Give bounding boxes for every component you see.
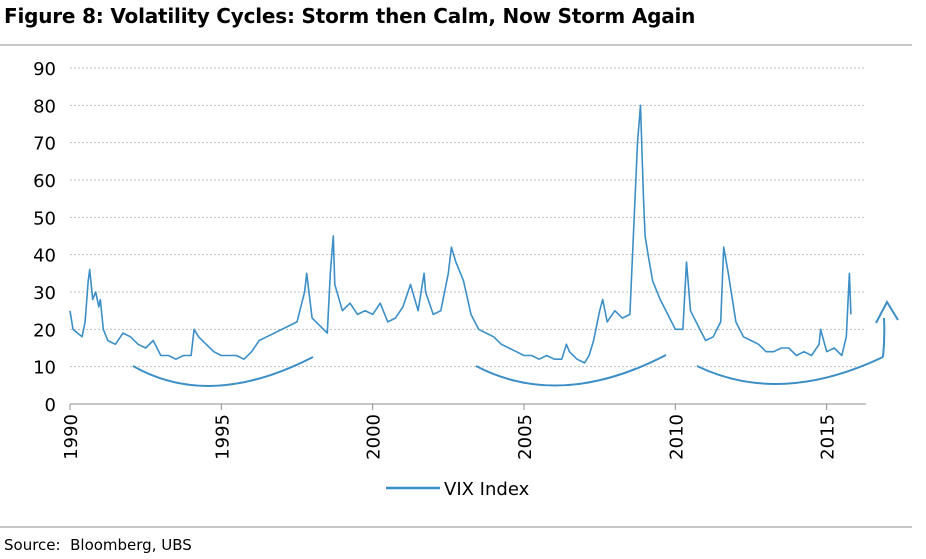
y-tick-label: 60 — [33, 171, 56, 192]
top-rule — [0, 44, 912, 46]
y-tick-label: 50 — [33, 208, 56, 229]
vix-line-chart: 0 10 20 30 40 50 60 70 80 90 1990 1995 2000 2005 2010… — [33, 59, 899, 500]
y-tick-label: 0 — [45, 395, 56, 416]
series-line-0 — [69, 104, 852, 364]
y-tick-label: 30 — [33, 283, 56, 304]
chart-title: Figure 8: Volatility Cycles: Storm then … — [4, 4, 696, 28]
bottom-rule — [0, 526, 912, 528]
y-tick-label: 80 — [33, 96, 56, 117]
x-tick-label: 1990 — [61, 414, 82, 460]
y-axis-ticks: 0 10 20 30 40 50 60 70 80 90 — [33, 59, 56, 416]
calm-arc-3 — [696, 356, 884, 385]
calm-arc-1 — [132, 356, 314, 387]
calm-arc-2 — [475, 354, 667, 387]
source-note: Source: Bloomberg, UBS — [4, 536, 192, 554]
legend: VIX Index — [386, 479, 530, 500]
cycle-annotations — [132, 299, 899, 387]
y-tick-label: 90 — [33, 59, 56, 80]
x-tick-label: 2015 — [818, 414, 839, 460]
y-tick-label: 70 — [33, 134, 56, 155]
x-tick-label: 2010 — [666, 414, 687, 460]
y-tick-label: 20 — [33, 320, 56, 341]
x-tick-label: 1995 — [212, 414, 233, 460]
storm-again-arrow-icon — [875, 299, 899, 358]
legend-label: VIX Index — [444, 479, 530, 500]
x-tick-label: 2005 — [515, 414, 536, 460]
series-lines — [69, 104, 852, 364]
x-axis-ticks: 1990 1995 2000 2005 2010 2015 — [61, 404, 839, 460]
y-tick-label: 10 — [33, 358, 56, 379]
x-tick-label: 2000 — [364, 414, 385, 460]
y-tick-label: 40 — [33, 246, 56, 267]
gridlines — [70, 67, 866, 368]
